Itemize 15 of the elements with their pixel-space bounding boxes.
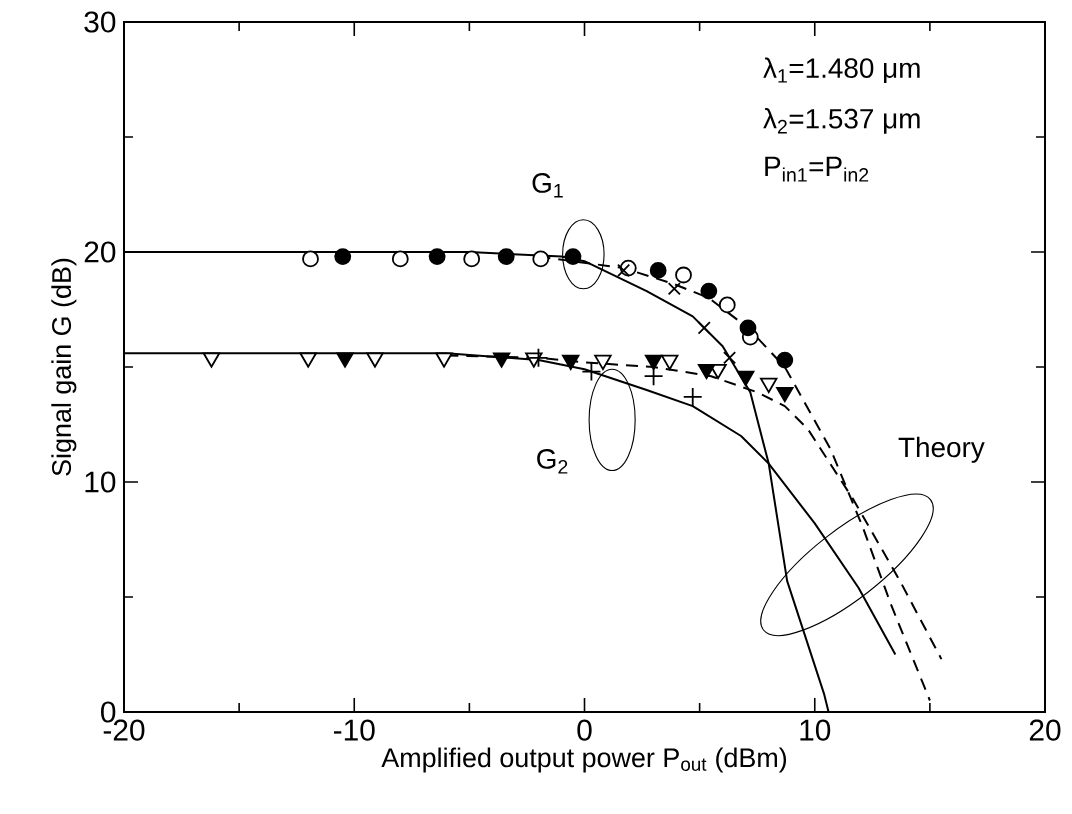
annotation: λ$_{2}$=1.537 μm <box>763 108 920 134</box>
annotation: G$_{2}$ <box>537 449 568 474</box>
x-tick-label: -10 <box>333 719 375 741</box>
y-tick-label: 30 <box>84 11 116 33</box>
annotation: G$_{1}$ <box>532 173 563 198</box>
x-tick-label: 10 <box>800 719 831 741</box>
y-tick-label: 20 <box>84 241 116 263</box>
annotation: Theory <box>898 436 985 463</box>
annotation: λ$_{1}$=1.480 μm <box>763 57 920 84</box>
x-tick-label: 20 <box>1029 719 1061 741</box>
annotation: P$_{in1}$=P$_{in2}$ <box>765 156 869 182</box>
y-tick-label: 10 <box>85 471 116 493</box>
x-axis-title: Amplified output power P$_{out}$ (dBm) <box>381 747 787 773</box>
x-tick-label: 0 <box>577 719 592 741</box>
y-axis-title: Signal gain G (dB) <box>51 258 77 476</box>
